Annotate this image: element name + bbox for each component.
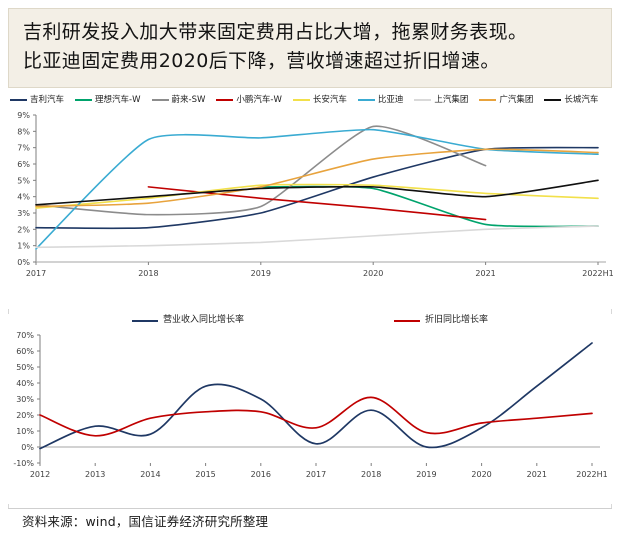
- y-axis-tick: 40%: [16, 379, 34, 388]
- header-banner: 吉利研发投入加大带来固定费用占比大增，拖累财务表现。 比亚迪固定费用2020后下…: [8, 8, 612, 88]
- series-line: [35, 147, 599, 207]
- y-axis-tick: 6%: [17, 160, 30, 169]
- y-axis-tick: 70%: [16, 331, 34, 340]
- y-axis-tick: 4%: [17, 192, 30, 201]
- x-axis-tick: 2017: [306, 470, 326, 479]
- x-axis-tick: 2017: [26, 269, 46, 278]
- y-axis-tick: 20%: [16, 411, 34, 420]
- legend-label: 理想汽车-W: [95, 95, 141, 105]
- legend-item[interactable]: 吉利汽车: [10, 96, 64, 105]
- x-axis-tick: 2019: [251, 269, 271, 278]
- legend-label: 比亚迪: [377, 95, 404, 105]
- legend-item[interactable]: 理想汽车-W: [75, 95, 141, 105]
- legend-color-swatch: [75, 99, 93, 102]
- chart2-plot: -10% 0% 10% 20% 30% 40% 50% 60% 70% 2012 2013 2014 2…: [0, 325, 620, 493]
- legend-item[interactable]: 广汽集团: [479, 96, 533, 105]
- x-axis-tick: 2021: [527, 470, 547, 479]
- y-axis-tick: 8%: [17, 127, 30, 136]
- series-line: [39, 342, 593, 450]
- legend-color-swatch: [357, 99, 375, 102]
- y-axis-tick: 0%: [21, 443, 34, 452]
- legend-color-swatch: [151, 99, 169, 102]
- legend-label: 折旧同比增长率: [425, 315, 489, 325]
- series-line: [35, 224, 599, 248]
- y-axis-tick: 5%: [17, 176, 30, 185]
- x-axis-tick: 2019: [416, 470, 436, 479]
- y-axis-tick: 2%: [17, 225, 30, 234]
- legend-color-swatch: [10, 99, 27, 102]
- legend-label: 长城汽车: [564, 95, 599, 105]
- y-axis-tick: 7%: [17, 143, 30, 152]
- legend-color-swatch: [292, 99, 310, 102]
- series-line: [35, 179, 599, 206]
- y-axis-tick: 0%: [17, 258, 30, 267]
- series-line: [35, 146, 599, 229]
- y-axis-tick: 9%: [17, 111, 30, 120]
- legend-label: 长安汽车: [312, 95, 347, 105]
- x-axis-tick: 2016: [251, 470, 271, 479]
- legend-item[interactable]: 折旧同比增长率: [394, 316, 488, 325]
- x-axis-tick: 2018: [138, 269, 158, 278]
- revenue-vs-depreciation-chart: 营业收入同比增长率 折旧同比增长率 -10% 0% 10% 20% 30% 40% 50% 60…: [0, 314, 620, 504]
- legend-item[interactable]: 上汽集团: [414, 96, 468, 105]
- chart1-plot: 0% 1% 2% 3% 4% 5% 6% 7% 8% 9% 2017 2018 2019 2020 2021…: [0, 105, 620, 290]
- banner-line-1: 吉利研发投入加大带来固定费用占比大增，拖累财务表现。: [23, 21, 528, 43]
- legend-color-swatch: [394, 319, 420, 322]
- legend-label: 上汽集团: [434, 95, 469, 105]
- y-axis-tick: 10%: [16, 427, 34, 436]
- chart2-svg: -10% 0% 10% 20% 30% 40% 50% 60% 70% 2012 2013 2014 2…: [13, 331, 607, 479]
- x-axis-tick: 2022H1: [576, 470, 607, 479]
- series-line: [39, 396, 593, 437]
- x-axis-tick: 2021: [475, 269, 495, 278]
- chart2-legend: 营业收入同比增长率 折旧同比增长率: [0, 314, 620, 325]
- legend-label: 营业收入同比增长率: [162, 315, 244, 325]
- x-axis-tick: 2022H1: [582, 269, 613, 278]
- legend-color-swatch: [216, 99, 234, 102]
- legend-item[interactable]: 营业收入同比增长率: [131, 315, 244, 325]
- legend-label: 广汽集团: [499, 95, 534, 105]
- x-axis-tick: 2012: [30, 470, 50, 479]
- y-axis-tick: 1%: [17, 241, 30, 250]
- legend-label: 吉利汽车: [30, 95, 65, 105]
- legend-color-swatch: [544, 99, 562, 102]
- legend-item[interactable]: 长安汽车: [292, 95, 347, 105]
- legend-label: 小鹏汽车-W: [236, 95, 282, 105]
- y-axis-tick: 50%: [16, 363, 34, 372]
- legend-item[interactable]: 小鹏汽车-W: [216, 95, 282, 105]
- legend-color-swatch: [131, 319, 158, 322]
- fixed-cost-ratio-chart: 吉利汽车 理想汽车-W 蔚来-SW 小鹏汽车-W 长安汽车 比亚迪 上汽集团 广汽集团 长城汽车…: [0, 94, 620, 309]
- x-axis-tick: 2013: [85, 470, 105, 479]
- legend-item[interactable]: 蔚来-SW: [151, 95, 206, 105]
- banner-line-2: 比亚迪固定费用2020后下降，营收增速超过折旧增速。: [23, 49, 500, 72]
- x-axis-tick: 2015: [195, 470, 215, 479]
- legend-label: 蔚来-SW: [171, 95, 206, 105]
- x-axis-tick: 2014: [140, 470, 160, 479]
- series-line: [35, 125, 487, 215]
- y-axis-tick: 30%: [16, 395, 34, 404]
- x-axis-tick: 2020: [471, 470, 491, 479]
- series-line: [35, 183, 599, 209]
- x-axis-tick: 2020: [363, 269, 383, 278]
- legend-item[interactable]: 比亚迪: [357, 95, 404, 105]
- y-axis-tick: 3%: [17, 209, 30, 218]
- source-text: 资料来源：wind，国信证券经济研究所整理: [22, 513, 269, 529]
- source-footer: 资料来源：wind，国信证券经济研究所整理: [8, 508, 612, 531]
- chart1-legend: 吉利汽车 理想汽车-W 蔚来-SW 小鹏汽车-W 长安汽车 比亚迪 上汽集团 广汽集团 长城汽车: [0, 94, 620, 105]
- legend-color-swatch: [479, 99, 497, 102]
- y-axis-tick: -10%: [13, 459, 34, 468]
- y-axis-tick: 60%: [16, 347, 34, 356]
- legend-item[interactable]: 长城汽车: [544, 96, 598, 105]
- chart1-svg: 0% 1% 2% 3% 4% 5% 6% 7% 8% 9% 2017 2018 2019 2020 2021…: [17, 111, 613, 278]
- legend-color-swatch: [414, 99, 432, 102]
- x-axis-tick: 2018: [361, 470, 381, 479]
